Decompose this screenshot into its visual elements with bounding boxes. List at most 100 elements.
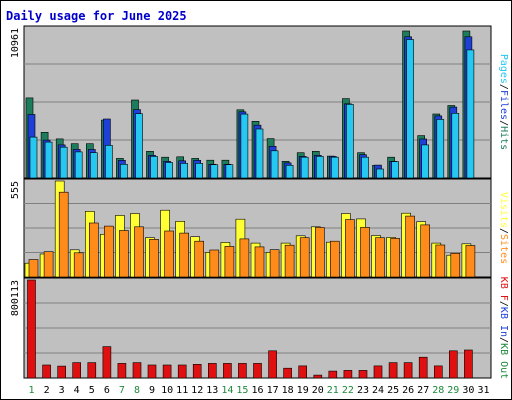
bar-kb-f-day-18 <box>283 367 292 379</box>
x-tick-label: 13 <box>206 385 218 396</box>
legend-entry: Files <box>498 90 509 120</box>
series-sites <box>28 191 476 278</box>
bar-kb-f-day-22 <box>343 370 353 379</box>
bar-pages-day-7 <box>120 164 128 179</box>
x-tick-label: 21 <box>327 385 339 396</box>
bar-sites-day-25 <box>390 238 400 278</box>
panel-visits-sites: 555 Visits/Sites <box>10 178 509 278</box>
bar-sites-day-19 <box>299 237 310 278</box>
x-tick-label: 12 <box>191 385 203 396</box>
chart-panels: 10961Pages/Files/Hits555Visits/Sites8001… <box>10 25 509 379</box>
bar-pages-day-2 <box>44 141 53 179</box>
x-tick-label: 27 <box>417 385 429 396</box>
bar-sites-day-4 <box>73 252 84 278</box>
x-tick-label: 22 <box>342 385 354 396</box>
x-tick-label: 18 <box>282 385 294 396</box>
bar-kb-f-day-16 <box>253 363 262 379</box>
bar-pages-day-23 <box>361 156 369 179</box>
bar-pages-day-9 <box>150 156 158 179</box>
bar-pages-day-1 <box>29 136 38 179</box>
bar-pages-day-12 <box>195 163 203 179</box>
bar-sites-day-9 <box>149 239 159 278</box>
x-tick-label: 20 <box>312 385 324 396</box>
bar-sites-day-20 <box>314 227 325 278</box>
bar-pages-day-29 <box>451 113 460 179</box>
bar-kb-f-day-13 <box>208 363 217 379</box>
x-tick-label: 19 <box>297 385 309 396</box>
legend-entry: / <box>498 84 509 90</box>
bar-kb-f-day-8 <box>132 362 142 379</box>
bar-kb-f-day-24 <box>373 365 383 379</box>
bar-sites-day-2 <box>43 251 54 278</box>
x-tick-label: 26 <box>402 385 414 396</box>
legend-entry: Visits <box>498 192 509 228</box>
bar-sites-day-13 <box>209 249 220 278</box>
bar-sites-day-22 <box>345 219 355 278</box>
bar-kb-f-day-27 <box>418 356 428 379</box>
legend-entry: Hits <box>498 126 509 150</box>
bar-sites-day-21 <box>329 240 340 278</box>
bar-pages-day-19 <box>300 156 309 179</box>
legend-entry: / <box>498 337 509 343</box>
bar-sites-day-29 <box>450 253 461 278</box>
x-tick-label: 3 <box>59 385 65 396</box>
bar-kb-f-day-30 <box>464 349 473 379</box>
x-tick-label: 5 <box>89 385 95 396</box>
y-max-label: 555 <box>10 181 21 199</box>
chart-title: Daily usage for June 2025 <box>6 9 187 23</box>
bar-pages-day-22 <box>346 104 354 179</box>
bar-kb-f-day-9 <box>147 364 157 379</box>
series-kb-f <box>27 279 473 379</box>
bar-kb-f-day-14 <box>223 363 232 379</box>
bar-pages-day-4 <box>74 151 83 179</box>
bar-pages-day-26 <box>406 39 414 179</box>
bar-sites-day-14 <box>224 246 235 278</box>
bar-kb-f-day-19 <box>298 365 308 379</box>
bar-sites-day-30 <box>465 245 476 278</box>
bar-pages-day-6 <box>105 145 113 179</box>
x-tick-label: 16 <box>251 385 263 396</box>
bar-kb-f-day-26 <box>403 362 413 379</box>
bar-sites-day-10 <box>164 230 174 278</box>
x-tick-label: 6 <box>104 385 110 396</box>
bar-pages-day-13 <box>210 164 219 179</box>
legend-entry: / <box>498 228 509 234</box>
legend-entry: KB F <box>498 277 509 301</box>
bar-sites-day-16 <box>254 246 265 278</box>
bar-pages-day-24 <box>376 168 384 179</box>
x-tick-label: 4 <box>74 385 80 396</box>
bar-kb-f-day-7 <box>117 363 127 379</box>
bar-pages-day-17 <box>270 150 279 179</box>
bar-pages-day-16 <box>255 128 264 179</box>
bar-sites-day-15 <box>239 238 250 278</box>
bar-sites-day-17 <box>269 249 280 278</box>
legend-entry: KB In <box>498 307 509 337</box>
legend-entry: Sites <box>498 234 509 264</box>
x-tick-label: 14 <box>221 385 233 396</box>
bar-kb-f-day-17 <box>268 350 277 379</box>
x-tick-label: 1 <box>28 385 34 396</box>
x-tick-label: 24 <box>372 385 384 396</box>
bar-sites-day-3 <box>58 191 69 278</box>
bar-kb-f-day-11 <box>177 364 187 379</box>
x-tick-label: 23 <box>357 385 369 396</box>
bar-kb-f-day-21 <box>328 370 338 379</box>
bar-sites-day-1 <box>28 259 39 278</box>
bar-pages-day-27 <box>421 144 430 179</box>
bar-kb-f-day-5 <box>87 362 97 379</box>
x-tick-label: 17 <box>267 385 279 396</box>
legend-hits-files-pages: Pages/Files/Hits <box>498 54 509 150</box>
x-tick-label: 9 <box>149 385 155 396</box>
bar-sites-day-23 <box>360 227 370 278</box>
bar-kb-f-day-20 <box>313 374 323 379</box>
bar-kb-f-day-1 <box>27 279 36 379</box>
x-tick-label: 30 <box>462 385 474 396</box>
x-tick-label: 8 <box>134 385 140 396</box>
y-max-label: 10961 <box>10 28 21 58</box>
legend-entry: Pages <box>498 54 509 84</box>
x-tick-label: 29 <box>447 385 459 396</box>
bar-kb-f-day-12 <box>192 363 202 379</box>
x-tick-label: 10 <box>161 385 173 396</box>
bar-kb-f-day-25 <box>388 362 398 379</box>
